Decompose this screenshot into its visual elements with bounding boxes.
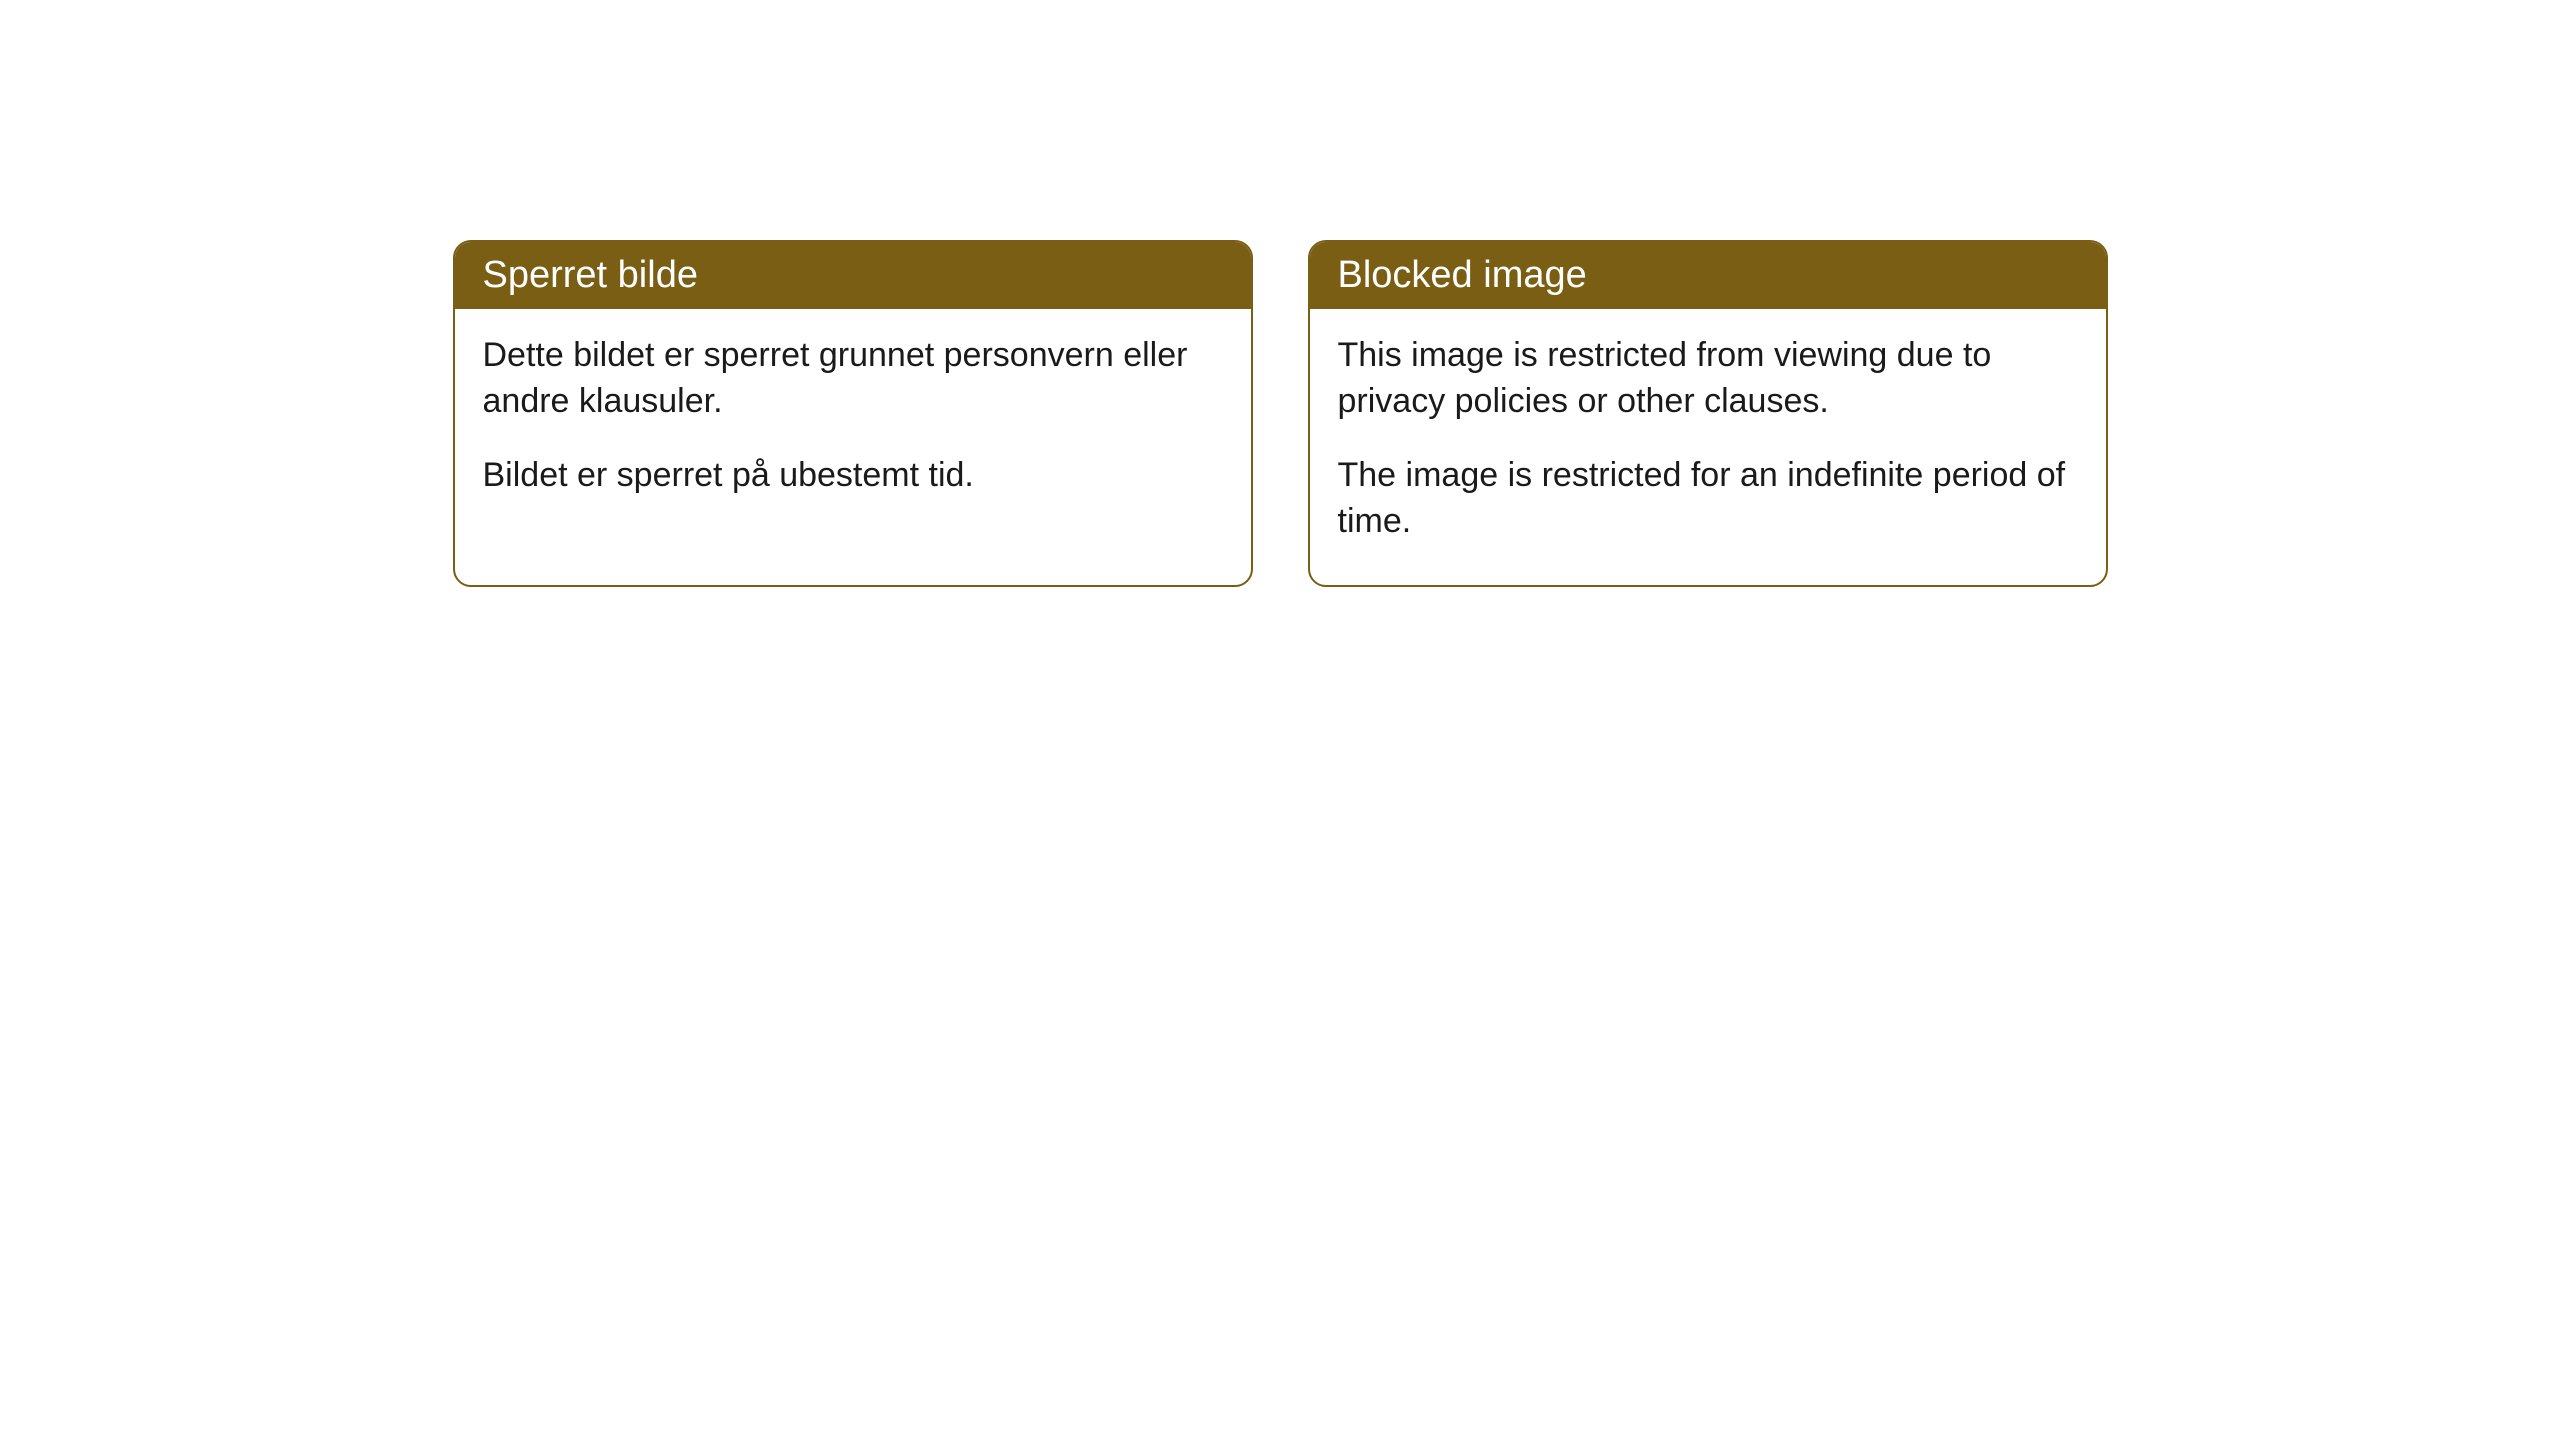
card-body-english: This image is restricted from viewing du… — [1310, 309, 2106, 585]
card-norwegian: Sperret bilde Dette bildet er sperret gr… — [453, 240, 1253, 587]
card-english: Blocked image This image is restricted f… — [1308, 240, 2108, 587]
card-paragraph: Dette bildet er sperret grunnet personve… — [483, 333, 1223, 425]
card-body-norwegian: Dette bildet er sperret grunnet personve… — [455, 309, 1251, 539]
cards-container: Sperret bilde Dette bildet er sperret gr… — [440, 240, 2120, 587]
card-header-norwegian: Sperret bilde — [455, 242, 1251, 309]
card-paragraph: The image is restricted for an indefinit… — [1338, 453, 2078, 545]
card-header-english: Blocked image — [1310, 242, 2106, 309]
card-paragraph: This image is restricted from viewing du… — [1338, 333, 2078, 425]
card-paragraph: Bildet er sperret på ubestemt tid. — [483, 453, 1223, 499]
